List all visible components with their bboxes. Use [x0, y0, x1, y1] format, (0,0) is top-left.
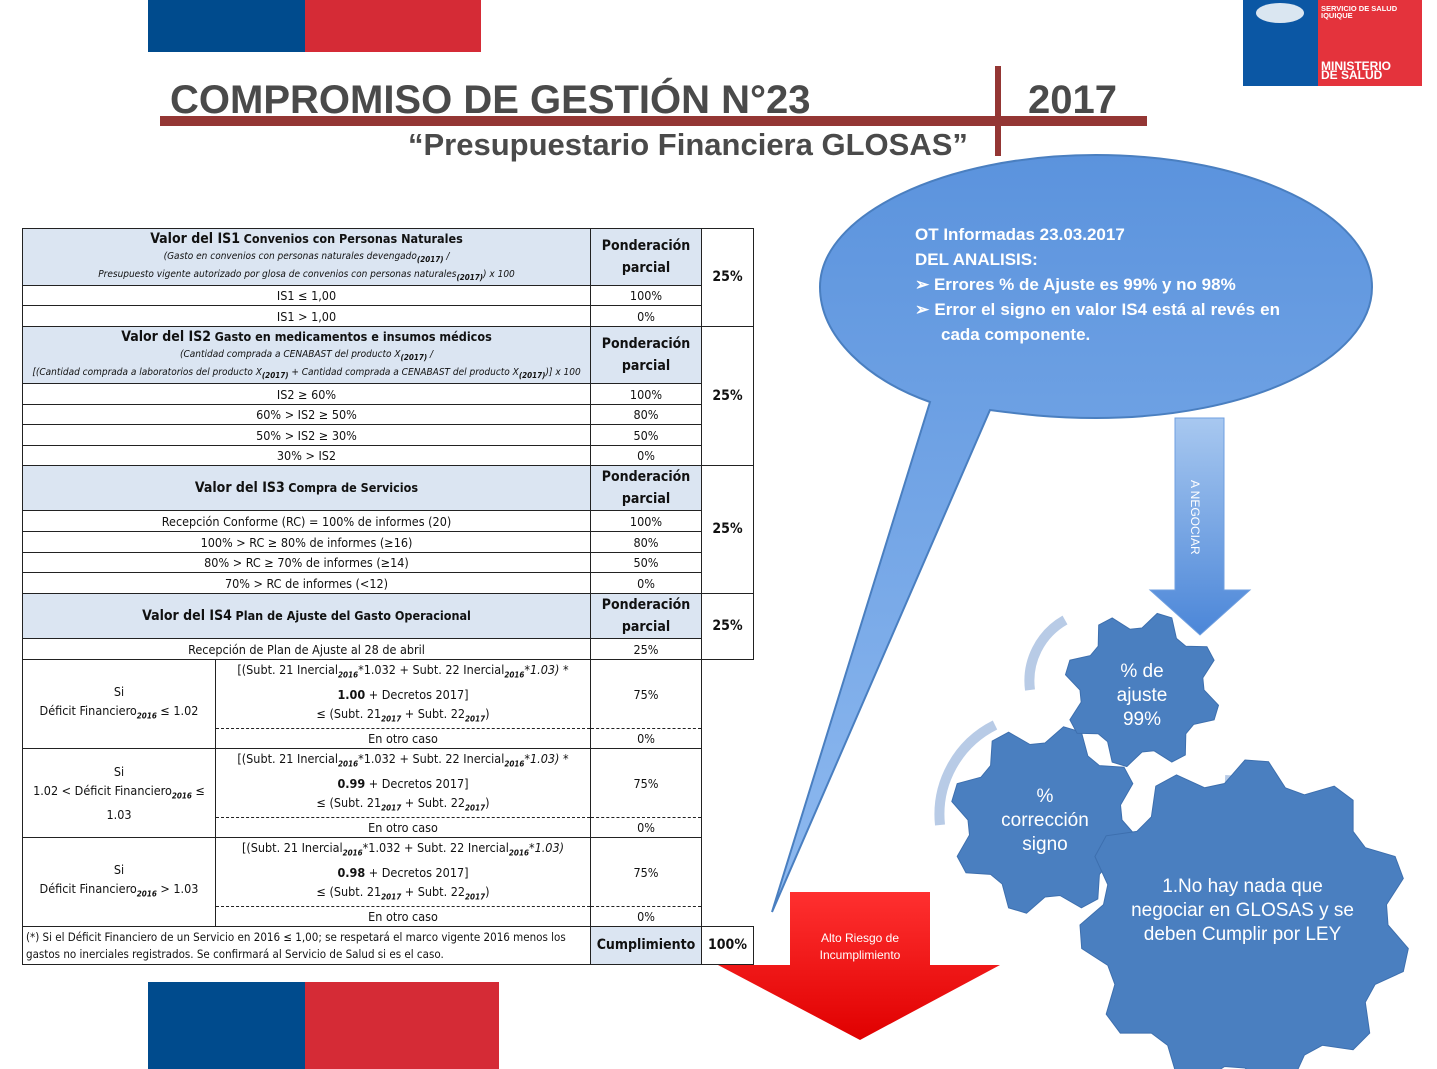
is2-row: 60% > IS2 ≥ 50%	[22, 404, 591, 425]
title-underline	[160, 116, 1147, 126]
ponderacion-header: Ponderación parcial	[590, 465, 702, 511]
is4-other-case-value: 0%	[590, 728, 702, 749]
is4-condition: Si Déficit Financiero2016 ≤ 1.02	[22, 659, 216, 749]
is4-row: Recepción de Plan de Ajuste al 28 de abr…	[22, 638, 591, 660]
gear-small-icon	[1064, 612, 1220, 768]
is3-row-value: 100%	[590, 510, 702, 532]
is4-formula: [(Subt. 21 Inercial2016*1.032 + Subt. 22…	[215, 659, 591, 729]
down-arrow-negociar	[1148, 417, 1252, 636]
is3-row-value: 0%	[590, 572, 702, 594]
bubble-bullet: ➢ Errores % de Ajuste es 99% y no 98%	[915, 275, 1236, 294]
is1-header: Valor del IS1 Convenios con Personas Nat…	[22, 228, 591, 286]
logo-red	[1318, 0, 1422, 86]
page-title: COMPROMISO DE GESTIÓN N°23	[170, 78, 811, 122]
ponderacion-header: Ponderación parcial	[590, 326, 702, 384]
is3-row: 100% > RC ≥ 80% de informes (≥16)	[22, 531, 591, 553]
gear-small-text: % de ajuste 99%	[1116, 661, 1168, 730]
is3-header: Valor del IS3 Compra de Servicios	[22, 465, 591, 511]
coat-of-arms-icon	[1256, 3, 1304, 23]
is4-header: Valor del IS4 Plan de Ajuste del Gasto O…	[22, 593, 591, 639]
is4-weight: 25%	[701, 593, 754, 660]
is2-row: 50% > IS2 ≥ 30%	[22, 424, 591, 446]
is1-row-value: 100%	[590, 285, 702, 306]
is3-row-value: 80%	[590, 531, 702, 553]
is4-condition: Si 1.02 < Déficit Financiero2016 ≤ 1.03	[22, 748, 216, 838]
red-down-arrow	[718, 892, 1000, 1040]
is1-row: IS1 > 1,00	[22, 305, 591, 327]
gear-mid-icon	[951, 726, 1139, 914]
bottom-red-bar	[305, 982, 499, 1069]
bubble-bullet: ➢ Error el signo en valor IS4 está al re…	[915, 300, 1280, 344]
is4-other-case: En otro caso	[215, 906, 591, 927]
page-subtitle: “Presupuestario Financiera GLOSAS”	[408, 127, 968, 162]
is4-formula-value: 75%	[590, 748, 702, 818]
is1-weight: 25%	[701, 228, 754, 327]
top-blue-bar	[148, 0, 305, 52]
arrow-bullet-icon: ➢	[915, 275, 934, 294]
is2-row-value: 100%	[590, 383, 702, 405]
cycle-arrow-2	[934, 720, 998, 826]
red-arrow-text: Alto Riesgo de Incumplimiento	[819, 931, 901, 962]
is4-other-case-value: 0%	[590, 817, 702, 838]
is3-weight: 25%	[701, 465, 754, 594]
arrow-bullet-icon: ➢	[915, 300, 935, 319]
total-label: Cumplimiento	[590, 926, 702, 965]
is3-row-value: 50%	[590, 552, 702, 573]
ponderacion-header: Ponderación parcial	[590, 228, 702, 286]
is3-row: 70% > RC de informes (<12)	[22, 572, 591, 594]
speech-bubble	[771, 153, 1374, 913]
ponderacion-header: Ponderación parcial	[590, 593, 702, 639]
top-red-bar	[305, 0, 481, 52]
is1-row: IS1 ≤ 1,00	[22, 285, 591, 306]
title-divider	[995, 66, 1001, 156]
is3-row: Recepción Conforme (RC) = 100% de inform…	[22, 510, 591, 532]
is2-row-value: 0%	[590, 445, 702, 466]
is2-row-value: 50%	[590, 424, 702, 446]
is2-weight: 25%	[701, 326, 754, 466]
is4-formula: [(Subt. 21 Inercial2016*1.032 + Subt. 22…	[215, 748, 591, 818]
bubble-text: OT Informadas 23.03.2017 DEL ANALISIS: ➢…	[915, 222, 1280, 347]
is1-row-value: 0%	[590, 305, 702, 327]
bubble-line: DEL ANALISIS:	[915, 250, 1038, 269]
gear-large-icon	[1079, 759, 1409, 1069]
is4-condition: Si Déficit Financiero2016 > 1.03	[22, 837, 216, 927]
is4-other-case-value: 0%	[590, 906, 702, 927]
is4-other-case: En otro caso	[215, 728, 591, 749]
is4-formula: [(Subt. 21 Inercial2016*1.032 + Subt. 22…	[215, 837, 591, 907]
gear-large-text: 1.No hay nada que negociar en GLOSAS y se…	[1131, 876, 1354, 945]
cycle-arrow-1	[1024, 615, 1068, 691]
is2-header: Valor del IS2 Gasto en medicamentos e in…	[22, 326, 591, 384]
bubble-line: OT Informadas 23.03.2017	[915, 225, 1125, 244]
is4-formula-value: 75%	[590, 837, 702, 907]
is2-row-value: 80%	[590, 404, 702, 425]
is2-row: IS2 ≥ 60%	[22, 383, 591, 405]
bottom-blue-bar	[148, 982, 305, 1069]
is2-row: 30% > IS2	[22, 445, 591, 466]
page-year: 2017	[1028, 78, 1117, 122]
footnote: (*) Si el Déficit Financiero de un Servi…	[22, 926, 591, 965]
gear-mid-text: % corrección signo	[1001, 786, 1089, 855]
is4-other-case: En otro caso	[215, 817, 591, 838]
total-value: 100%	[701, 926, 754, 965]
is3-row: 80% > RC ≥ 70% de informes (≥14)	[22, 552, 591, 573]
arrow-label: A NEGOCIAR	[1188, 480, 1202, 555]
indicator-table: Valor del IS1 Convenios con Personas Nat…	[22, 228, 754, 965]
is4-row-value: 25%	[590, 638, 702, 660]
is4-formula-value: 75%	[590, 659, 702, 729]
